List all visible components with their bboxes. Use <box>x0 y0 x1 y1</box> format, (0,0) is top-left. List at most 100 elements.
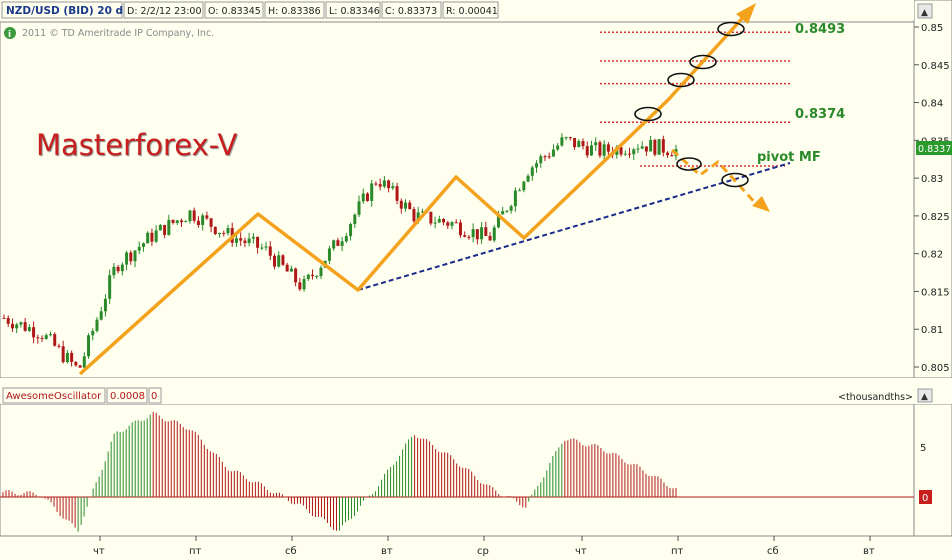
candle-body <box>146 232 150 244</box>
header-field: D: 2/2/12 23:00 <box>127 6 202 17</box>
candle-body <box>437 218 441 223</box>
last-price-label: 0.8337 <box>918 144 951 155</box>
candle-body <box>2 317 6 319</box>
candle-body <box>53 334 57 346</box>
candle-body <box>10 323 14 329</box>
candle-body <box>573 137 577 148</box>
candle-body <box>649 139 653 152</box>
price-tick-label: 0.83 <box>921 174 943 185</box>
marker-ellipse <box>634 106 662 122</box>
osc-zero: 0 <box>151 391 157 402</box>
candle-body <box>103 298 107 312</box>
candle-body <box>234 238 238 243</box>
candle-body <box>150 232 154 242</box>
candle-body <box>404 202 408 209</box>
header-field-box <box>123 1 204 19</box>
symbol-box[interactable] <box>1 1 123 19</box>
candle-body <box>167 219 171 235</box>
candle-body <box>184 221 188 223</box>
scroll-up-button[interactable] <box>917 3 933 19</box>
candle-body <box>408 202 412 210</box>
header-field: R: 0.00041 <box>446 6 498 17</box>
price-tick-label: 0.815 <box>921 287 950 298</box>
copyright-text: 2011 © TD Ameritrade IP Company, Inc. <box>22 28 214 39</box>
candle-body <box>175 220 179 223</box>
candle-body <box>395 186 399 201</box>
candle-body <box>496 214 500 228</box>
osc-scroll-button[interactable] <box>917 388 933 403</box>
candle-body <box>454 222 458 224</box>
candle-body <box>196 220 200 225</box>
price-axis <box>913 0 952 379</box>
candle-body <box>23 322 27 331</box>
marker-ellipse <box>676 157 702 171</box>
price-tick-label: 0.81 <box>921 325 943 336</box>
candle-body <box>492 227 496 241</box>
time-tick-label: пт <box>671 546 684 557</box>
candle-body <box>628 153 632 155</box>
candle-body <box>509 206 513 211</box>
candle-body <box>294 268 298 283</box>
candle-body <box>44 335 48 339</box>
candle-body <box>340 241 344 246</box>
candle-body <box>154 230 158 242</box>
time-tick-label: вт <box>863 546 875 557</box>
candle-body <box>349 224 353 237</box>
header-field-box <box>325 1 381 19</box>
marker-ellipse <box>721 172 749 188</box>
candle-body <box>632 149 636 155</box>
candle-body <box>522 181 526 191</box>
candle-body <box>589 145 593 156</box>
osc-name-box[interactable] <box>2 387 106 404</box>
header-field-box <box>442 1 499 19</box>
info-icon[interactable] <box>4 27 16 39</box>
candle-body <box>416 212 420 222</box>
candle-body <box>420 211 424 213</box>
osc-tick-5: 5 <box>920 443 926 454</box>
candle-body <box>399 200 403 209</box>
time-tick-label: ср <box>477 546 489 557</box>
candle-body <box>239 238 243 241</box>
candle-body <box>133 250 137 262</box>
candle-body <box>547 156 551 158</box>
header-field: L: 0.83346 <box>329 6 380 17</box>
level-label-high: 0.8493 <box>795 22 845 37</box>
candle-body <box>564 137 568 139</box>
candle-body <box>260 247 264 249</box>
wave-path <box>78 98 670 376</box>
candle-body <box>488 235 492 241</box>
osc-units: <thousandths> <box>838 392 913 403</box>
candle-body <box>551 149 555 157</box>
candle-body <box>99 311 103 320</box>
time-axis <box>0 536 952 560</box>
candle-body <box>209 218 213 227</box>
candle-body <box>272 255 276 267</box>
candle-body <box>336 240 340 246</box>
candle-body <box>442 218 446 223</box>
candle-body <box>370 183 374 201</box>
candle-body <box>458 222 462 236</box>
candle-body <box>640 146 644 149</box>
candle-body <box>319 267 323 277</box>
candle-body <box>543 156 547 158</box>
price-ticks: 0.850.8450.840.8350.830.8250.820.8150.81… <box>914 23 950 374</box>
time-tick-label: чт <box>93 546 105 557</box>
candle-body <box>446 222 450 226</box>
candle-body <box>112 266 116 276</box>
candle-body <box>501 211 505 215</box>
candle-body <box>594 142 598 146</box>
candle-body <box>560 137 564 146</box>
candle-body <box>327 248 331 261</box>
candle-body <box>6 318 10 324</box>
osc-scroll-icon: ▲ <box>921 392 928 402</box>
candle-body <box>256 236 260 248</box>
candle-body <box>218 232 222 235</box>
candle-body <box>484 227 488 236</box>
candle-body <box>171 219 175 223</box>
candle-body <box>556 145 560 150</box>
candle-body <box>429 211 433 224</box>
scroll-up-icon: ▲ <box>921 8 928 18</box>
candle-body <box>205 215 209 219</box>
candle-body <box>226 228 230 234</box>
